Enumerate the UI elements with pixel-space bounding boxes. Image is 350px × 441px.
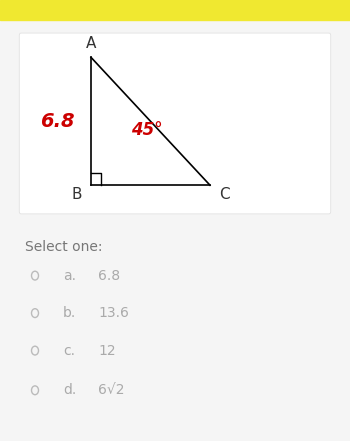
Text: a.: a. [63, 269, 76, 283]
FancyBboxPatch shape [19, 33, 331, 214]
Text: B: B [72, 187, 82, 202]
Bar [0, 0, 350, 20]
Text: 12: 12 [98, 344, 116, 358]
Text: 6√2: 6√2 [98, 383, 125, 397]
Text: 13.6: 13.6 [98, 306, 129, 320]
Text: A: A [86, 36, 96, 51]
Text: 6.8: 6.8 [98, 269, 120, 283]
Text: 6.8: 6.8 [41, 112, 75, 131]
Text: Select one:: Select one: [25, 240, 102, 254]
Text: C: C [219, 187, 229, 202]
Text: d.: d. [63, 383, 76, 397]
Text: 45°: 45° [131, 121, 163, 139]
Text: c.: c. [63, 344, 75, 358]
Text: b.: b. [63, 306, 76, 320]
